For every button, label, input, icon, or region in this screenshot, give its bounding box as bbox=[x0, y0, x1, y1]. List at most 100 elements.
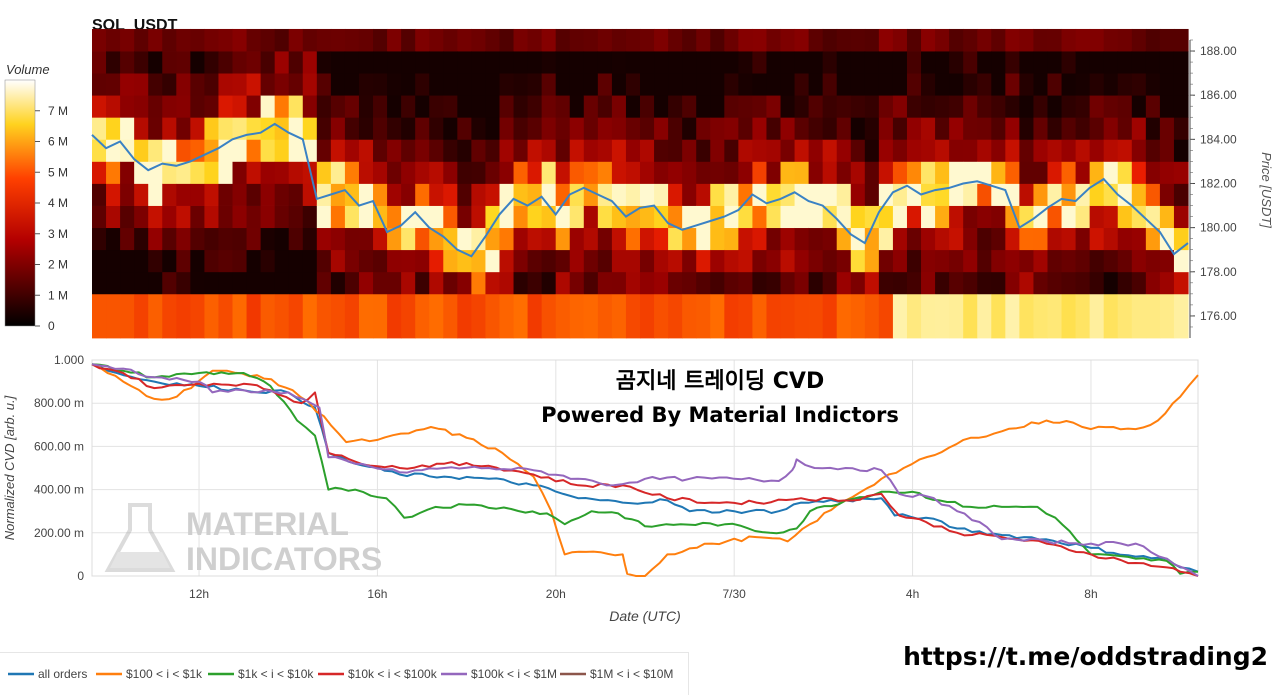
heatmap-cell bbox=[780, 139, 796, 162]
heatmap-cell bbox=[611, 293, 627, 339]
heatmap-cell bbox=[401, 227, 416, 251]
heatmap-cell bbox=[794, 161, 810, 184]
heatmap-cell bbox=[485, 205, 501, 229]
heatmap-cell bbox=[541, 161, 557, 184]
heatmap-cell bbox=[176, 139, 191, 162]
heatmap-cell bbox=[569, 183, 585, 206]
heatmap-cell bbox=[654, 95, 669, 118]
heatmap-cell bbox=[752, 95, 768, 118]
legend-item[interactable]: $1k < i < $10k bbox=[208, 667, 314, 681]
heatmap-cell bbox=[457, 227, 472, 251]
heatmap-cell bbox=[569, 139, 585, 162]
heatmap-cell bbox=[1047, 139, 1063, 162]
heatmap-cell bbox=[864, 139, 880, 162]
heatmap-cell bbox=[752, 293, 768, 339]
heatmap-cell bbox=[864, 161, 880, 184]
heatmap-cell bbox=[232, 117, 248, 140]
heatmap-cell bbox=[471, 249, 487, 273]
heatmap-cell bbox=[822, 271, 838, 295]
legend-item[interactable]: $100k < i < $1M bbox=[441, 667, 557, 681]
heatmap-cell bbox=[752, 271, 768, 295]
legend-item[interactable]: all orders bbox=[8, 667, 87, 681]
heatmap-cell bbox=[513, 95, 529, 118]
heatmap-cell bbox=[218, 51, 234, 74]
heatmap-cell bbox=[977, 183, 992, 206]
heatmap-cell bbox=[1089, 183, 1105, 206]
heatmap-cell bbox=[471, 227, 487, 251]
heatmap-cell bbox=[120, 205, 135, 229]
legend-label: $1k < i < $10k bbox=[238, 667, 314, 681]
heatmap-cell bbox=[555, 205, 571, 229]
heatmap-cell bbox=[1117, 249, 1133, 273]
heatmap-cell bbox=[611, 249, 627, 273]
heatmap-cell bbox=[246, 161, 262, 184]
heatmap-cell bbox=[555, 73, 571, 96]
heatmap-cell bbox=[1117, 51, 1133, 74]
heatmap-cell bbox=[471, 293, 487, 339]
cvd-series-line bbox=[91, 363, 1198, 575]
heatmap-cell bbox=[1103, 139, 1119, 162]
heatmap-cell bbox=[457, 117, 472, 140]
heatmap-cell bbox=[457, 293, 472, 339]
heatmap-cell bbox=[555, 249, 571, 273]
heatmap-cell bbox=[583, 28, 599, 52]
heatmap-cell bbox=[176, 73, 191, 96]
heatmap-cell bbox=[766, 249, 782, 273]
heatmap-cell bbox=[288, 227, 304, 251]
heatmap-cell bbox=[485, 95, 501, 118]
heatmap-cell bbox=[302, 117, 318, 140]
heatmap-cell bbox=[682, 95, 697, 118]
heatmap-cell bbox=[330, 51, 346, 74]
heatmap-cell bbox=[330, 183, 346, 206]
heatmap-cell bbox=[724, 161, 739, 184]
heatmap-cell bbox=[162, 205, 177, 229]
cvd-subtitle: Powered By Material Indictors bbox=[541, 403, 899, 427]
heatmap-cell bbox=[780, 271, 796, 295]
heatmap-cell bbox=[724, 139, 739, 162]
heatmap-cell bbox=[1103, 73, 1119, 96]
heatmap-cell bbox=[822, 139, 838, 162]
heatmap-cell bbox=[935, 161, 950, 184]
heatmap-cell bbox=[134, 205, 149, 229]
heatmap-cell bbox=[583, 95, 599, 118]
heatmap-cell bbox=[752, 73, 768, 96]
colorbar-tick-label: 2 M bbox=[48, 258, 68, 272]
heatmap-cell bbox=[949, 227, 964, 251]
heatmap-cell bbox=[710, 139, 725, 162]
footer-url[interactable]: https://t.me/oddstrading2 bbox=[903, 642, 1268, 671]
legend-item[interactable]: $1M < i < $10M bbox=[560, 667, 673, 681]
heatmap-cell bbox=[1005, 117, 1020, 140]
heatmap-cell bbox=[569, 95, 585, 118]
heatmap-cell bbox=[260, 205, 276, 229]
heatmap-cell bbox=[836, 95, 852, 118]
heatmap-cell bbox=[668, 161, 683, 184]
heatmap-cell bbox=[316, 271, 332, 295]
price-tick-label: 184.00 bbox=[1200, 132, 1237, 146]
heatmap-cell bbox=[1089, 205, 1105, 229]
heatmap-cell bbox=[625, 227, 641, 251]
heatmap-y-label: Price [USDT] bbox=[1259, 152, 1274, 228]
heatmap-cell bbox=[162, 73, 177, 96]
heatmap-cell bbox=[906, 271, 922, 295]
heatmap-cell bbox=[808, 271, 824, 295]
legend-item[interactable]: $100 < i < $1k bbox=[96, 667, 203, 681]
heatmap-cell bbox=[344, 117, 360, 140]
legend-item[interactable]: $10k < i < $100k bbox=[318, 667, 438, 681]
heatmap-cell bbox=[274, 161, 290, 184]
heatmap-cell bbox=[443, 117, 458, 140]
heatmap-cell bbox=[921, 28, 936, 52]
heatmap-cell bbox=[878, 139, 894, 162]
heatmap-cell bbox=[850, 183, 866, 206]
cvd-lines bbox=[91, 363, 1199, 577]
heatmap-cell bbox=[1061, 271, 1077, 295]
heatmap-cell bbox=[1145, 161, 1161, 184]
heatmap-cell bbox=[387, 73, 402, 96]
heatmap-cell bbox=[485, 117, 501, 140]
heatmap-cell bbox=[429, 183, 444, 206]
heatmap-cell bbox=[218, 73, 234, 96]
heatmap-cell bbox=[1159, 51, 1175, 74]
cvd-x-tick-label: 12h bbox=[189, 587, 209, 601]
heatmap-cell bbox=[330, 139, 346, 162]
heatmap-cell bbox=[373, 161, 388, 184]
legend-label: $100k < i < $1M bbox=[471, 667, 557, 681]
